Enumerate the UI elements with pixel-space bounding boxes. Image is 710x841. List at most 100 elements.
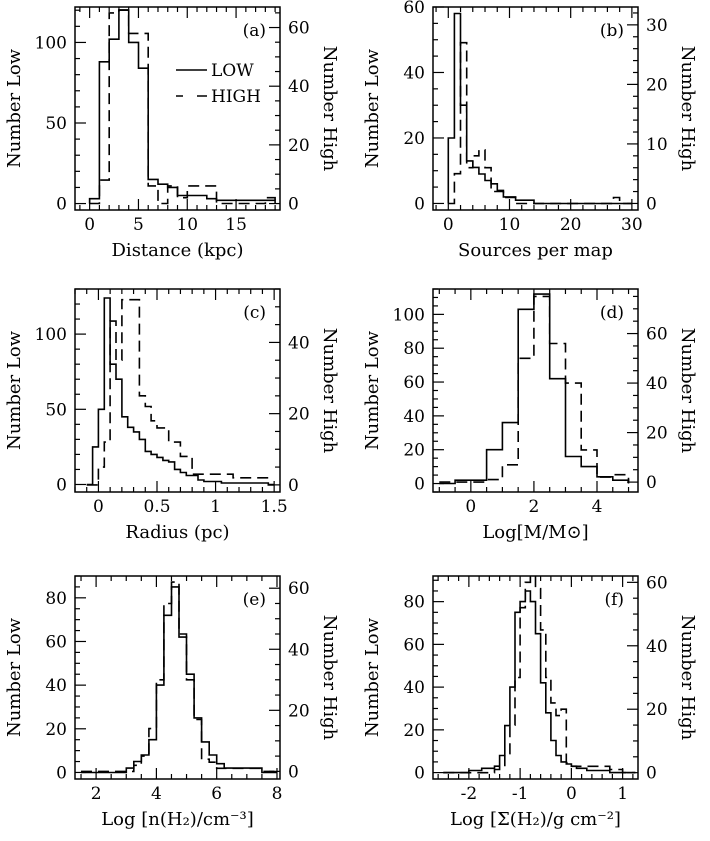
y-right-tick-label: 20 [646,700,668,720]
y-left-tick-label: 80 [45,589,67,609]
low-histogram [439,293,630,485]
x-tick-label: 0 [84,215,95,235]
x-tick-label: -2 [461,784,478,804]
y-right-tick-label: 20 [646,75,668,95]
panel-label: (d) [600,303,624,323]
panel-label: (e) [243,590,266,610]
y-right-axis-label: Number High [319,615,340,741]
y-right-tick-label: 20 [646,424,668,444]
x-axis-label: Distance (kpc) [112,240,244,261]
high-histogram [443,575,636,774]
y-left-tick-label: 0 [56,475,67,495]
y-right-tick-label: 20 [288,701,310,721]
y-left-axis-label: Number Low [362,617,383,737]
x-tick-label: 5 [133,215,144,235]
y-left-tick-label: 40 [403,407,425,427]
x-axis-label: Log [Σ(H₂)/g cm⁻²] [450,809,621,830]
y-left-axis-label: Number Low [4,48,25,168]
y-left-tick-label: 20 [403,441,425,461]
panel-label: (b) [600,21,624,41]
high-histogram [439,295,630,483]
panel-d: 0 2 40204060801000204060(d)Log[M/M⊙]Number… [362,288,698,543]
y-right-tick-label: 40 [288,77,310,97]
y-left-tick-label: 20 [403,129,425,149]
y-left-tick-label: 0 [414,475,425,495]
y-right-tick-label: 0 [288,195,299,215]
y-right-tick-label: 60 [288,19,310,39]
y-left-tick-label: 0 [56,763,67,783]
low-histogram [81,586,277,774]
y-right-tick-label: 40 [288,333,310,353]
y-right-tick-label: 60 [288,579,310,599]
x-tick-label: 0 [93,497,104,517]
x-tick-label: 8 [272,784,283,804]
x-tick-label: 4 [592,497,603,517]
x-tick-label: 0.5 [143,497,170,517]
y-right-axis-label: Number High [319,328,340,454]
low-histogram [88,9,276,204]
panel-label: (f) [604,590,624,610]
x-tick-label: 30 [621,215,643,235]
y-left-tick-label: 40 [45,676,67,696]
y-left-tick-label: 20 [403,721,425,741]
x-axis-label: Log [n(H₂)/cm⁻³] [101,809,254,830]
legend: LOW HIGH [176,61,261,107]
high-histogram [448,41,632,205]
y-right-tick-label: 20 [288,405,310,425]
y-left-axis-label: Number Low [4,617,25,737]
panel-label: (a) [243,21,266,41]
y-right-tick-label: 0 [288,476,299,496]
y-left-tick-label: 20 [45,720,67,740]
y-left-tick-label: 40 [403,678,425,698]
legend-high-label: HIGH [211,87,261,107]
y-left-tick-label: 100 [35,325,67,345]
y-right-tick-label: 40 [288,640,310,660]
x-tick-label: 10 [499,215,521,235]
high-histogram [89,9,276,205]
y-left-axis-label: Number Low [362,330,383,450]
x-tick-label: -1 [512,784,529,804]
panel-label: (c) [243,303,266,323]
x-tick-label: 0 [465,497,476,517]
y-right-tick-label: 40 [646,374,668,394]
y-left-tick-label: 60 [403,0,425,18]
high-histogram [86,298,275,486]
x-axis-label: Log[M/M⊙] [482,522,588,543]
y-left-tick-label: 40 [403,63,425,83]
y-left-tick-label: 0 [56,195,67,215]
y-right-tick-label: 60 [646,573,668,593]
y-right-tick-label: 0 [646,764,657,784]
x-tick-label: 6 [211,784,222,804]
y-left-tick-label: 0 [414,764,425,784]
y-right-tick-label: 40 [646,637,668,657]
y-left-tick-label: 50 [45,114,67,134]
legend-low-label: LOW [211,61,254,81]
x-tick-label: 0 [566,784,577,804]
y-right-axis-label: Number High [319,46,340,172]
y-left-tick-label: 60 [403,373,425,393]
y-right-tick-label: 0 [646,473,657,493]
y-right-tick-label: 0 [288,762,299,782]
y-left-tick-label: 50 [45,400,67,420]
x-tick-label: 10 [176,215,198,235]
x-tick-label: 2 [91,784,102,804]
panel-a: 0 5 10 15 0 50 100 0 20 40 60 (a) Distance (kpc) Numb… [4,6,340,261]
y-left-axis-label: Number Low [4,330,25,450]
y-left-axis-label: Number Low [362,48,383,168]
y-right-tick-label: 20 [288,136,310,156]
y-right-axis-label: Number High [677,328,698,454]
y-left-tick-label: 80 [403,339,425,359]
y-left-tick-label: 80 [403,593,425,613]
x-tick-label: 1 [210,497,221,517]
x-axis-label: Radius (pc) [125,522,229,543]
plot-frame [74,575,281,780]
x-tick-label: 1.5 [261,497,288,517]
y-right-tick-label: 0 [646,194,657,214]
y-left-tick-label: 100 [393,305,425,325]
x-tick-label: 2 [529,497,540,517]
x-tick-label: 15 [225,215,247,235]
